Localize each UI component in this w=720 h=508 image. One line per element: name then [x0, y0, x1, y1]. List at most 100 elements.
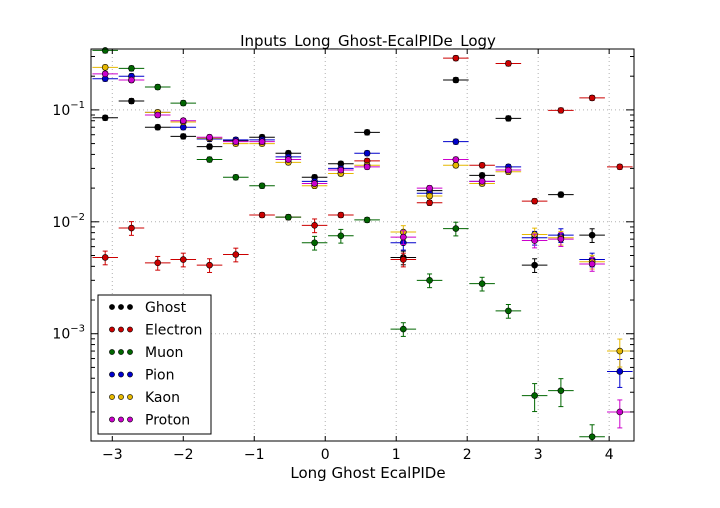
legend-marker [118, 371, 124, 378]
data-point [505, 166, 512, 174]
data-point [128, 224, 135, 232]
data-point [232, 138, 240, 145]
data-point [452, 138, 460, 145]
data-point [232, 251, 240, 258]
data-point [337, 232, 345, 240]
data-point [557, 107, 565, 114]
data-point [452, 161, 460, 169]
legend-marker [127, 394, 133, 400]
grid-layer [91, 49, 634, 441]
data-point [426, 277, 433, 284]
data-point [337, 211, 345, 219]
data-point [206, 143, 213, 150]
data-point [478, 161, 486, 169]
data-point [478, 280, 486, 287]
data-point [557, 191, 565, 198]
data-point [101, 114, 109, 122]
legend-label-ghost: Ghost [145, 300, 187, 316]
x-tick-label: −1 [244, 447, 265, 463]
series-layer [92, 47, 633, 442]
data-point [588, 433, 596, 441]
data-point [557, 235, 565, 243]
data-point [179, 133, 187, 140]
data-point [154, 111, 162, 119]
legend-marker [109, 394, 115, 400]
data-point [101, 254, 109, 261]
legend-marker [118, 416, 124, 423]
y-tick-label: 10−1 [52, 100, 85, 119]
data-point [128, 97, 135, 105]
data-point [588, 231, 596, 239]
data-point [101, 64, 109, 71]
data-point [400, 256, 407, 263]
series-muon [92, 47, 605, 442]
data-point [426, 192, 433, 200]
data-point [505, 307, 512, 315]
data-point [531, 237, 538, 244]
data-point [616, 347, 624, 355]
data-point [363, 163, 371, 171]
data-point [363, 129, 371, 136]
data-point [452, 156, 460, 163]
data-point [154, 259, 162, 267]
data-point [154, 83, 162, 91]
data-point [285, 156, 292, 163]
plot-frame [90, 48, 635, 442]
data-point [232, 173, 240, 181]
x-tick-label: 3 [534, 447, 543, 463]
data-point [258, 211, 266, 219]
data-point [557, 387, 565, 394]
x-tick-label: 0 [321, 447, 330, 463]
data-point [179, 256, 187, 263]
data-point [285, 213, 292, 221]
data-point [179, 117, 187, 125]
data-point [426, 184, 433, 192]
data-point [311, 180, 318, 187]
data-point [616, 163, 624, 171]
data-point [452, 54, 460, 62]
legend-marker [118, 326, 124, 333]
x-tick-label: −3 [102, 447, 123, 463]
data-point [154, 123, 162, 131]
data-point [258, 182, 266, 190]
data-point [452, 76, 460, 84]
data-point [452, 225, 460, 232]
data-point [588, 260, 596, 268]
data-point [478, 178, 486, 185]
data-point [101, 70, 109, 78]
y-tick-label: 10−3 [52, 324, 85, 343]
legend-marker [127, 371, 133, 378]
x-tick-label: 4 [605, 447, 614, 463]
x-tick-label: 2 [463, 447, 472, 463]
legend-marker [109, 416, 115, 423]
chart-title: Inputs_Long_Ghost-EcalPIDe_Logy [240, 32, 496, 51]
legend-marker [118, 304, 124, 310]
legend-marker [109, 326, 115, 333]
data-point [363, 149, 371, 157]
x-tick-label: 1 [392, 447, 401, 463]
legend-marker [127, 416, 133, 423]
legend-label-kaon: Kaon [145, 390, 180, 406]
data-point [179, 99, 187, 107]
legend-label-pion: Pion [145, 368, 174, 384]
data-point [206, 261, 213, 269]
legend: Ghost Electron Muon Pion Kaon Proton [97, 294, 212, 435]
x-tick-label: −2 [173, 447, 194, 463]
data-point [505, 60, 512, 67]
legend-marker [127, 349, 133, 355]
x-axis-label: Long Ghost EcalPIDe [290, 464, 445, 482]
legend-box [97, 294, 212, 435]
data-point [531, 261, 538, 269]
data-point [426, 199, 433, 207]
data-point [400, 233, 407, 241]
legend-marker [109, 349, 115, 355]
legend-label-muon: Muon [145, 345, 183, 361]
data-point [258, 138, 266, 145]
tick-layer: −3 −2 −1 0 1 2 3 4 10−3 10−2 10−1 [52, 49, 634, 463]
data-point [531, 392, 538, 399]
data-point [616, 408, 624, 416]
series-proton [92, 70, 633, 429]
legend-marker [127, 304, 133, 310]
